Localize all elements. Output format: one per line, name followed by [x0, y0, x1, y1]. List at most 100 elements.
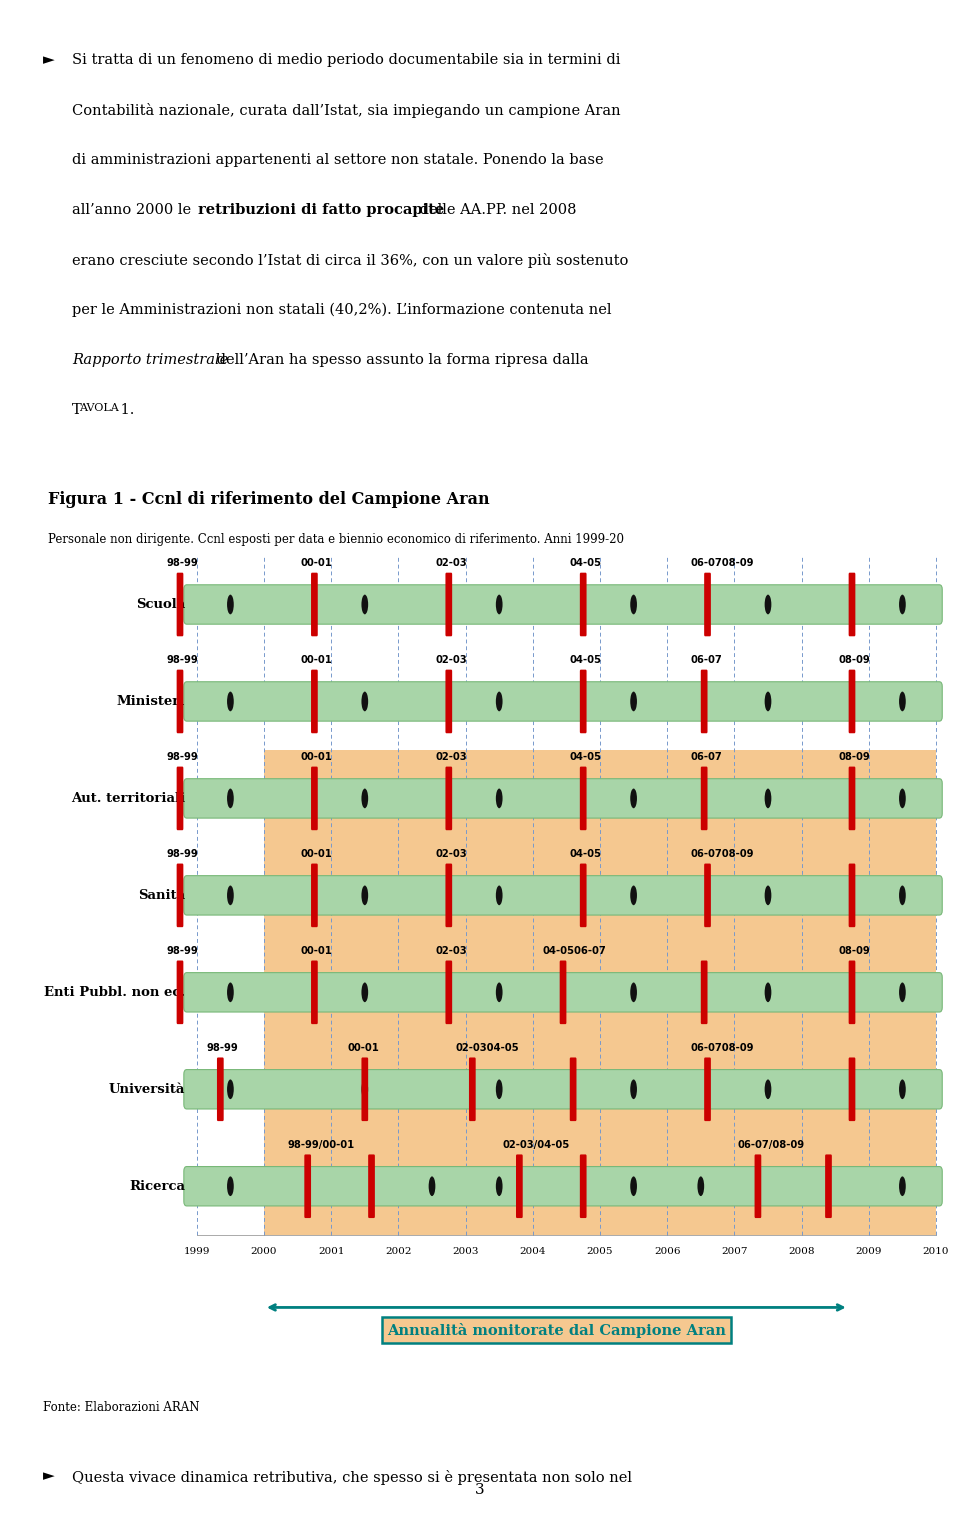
FancyBboxPatch shape [704, 1057, 710, 1121]
Text: 98-99: 98-99 [166, 848, 199, 859]
Ellipse shape [496, 1079, 503, 1100]
Ellipse shape [227, 789, 234, 809]
FancyBboxPatch shape [849, 1057, 855, 1121]
Text: 02-03: 02-03 [435, 751, 467, 762]
Text: 04-05: 04-05 [569, 848, 602, 859]
Text: delle AA.PP. nel 2008: delle AA.PP. nel 2008 [415, 203, 576, 217]
FancyBboxPatch shape [361, 1057, 369, 1121]
Ellipse shape [496, 595, 503, 615]
FancyBboxPatch shape [177, 670, 183, 733]
Ellipse shape [496, 789, 503, 809]
Text: 06-0708-09: 06-0708-09 [690, 558, 755, 568]
Text: 04-05: 04-05 [569, 558, 602, 568]
Text: Enti Pubbl. non ec.: Enti Pubbl. non ec. [44, 986, 185, 998]
Text: 98-99/00-01: 98-99/00-01 [287, 1139, 355, 1150]
FancyBboxPatch shape [183, 876, 942, 915]
Text: per le Amministrazioni non statali (40,2%). L’informazione contenuta nel: per le Amministrazioni non statali (40,2… [72, 303, 612, 317]
Bar [264, 750, 936, 1235]
Text: Fonte: Elaborazioni ARAN: Fonte: Elaborazioni ARAN [43, 1401, 200, 1415]
Ellipse shape [361, 886, 369, 906]
Text: 2005: 2005 [587, 1247, 613, 1256]
Text: 98-99: 98-99 [166, 945, 199, 956]
Text: T: T [72, 403, 82, 417]
FancyBboxPatch shape [445, 573, 452, 636]
Ellipse shape [496, 983, 503, 1003]
Ellipse shape [764, 789, 771, 809]
Ellipse shape [630, 595, 637, 615]
Ellipse shape [227, 983, 234, 1003]
Text: 2003: 2003 [452, 1247, 479, 1256]
Text: di amministrazioni appartenenti al settore non statale. Ponendo la base: di amministrazioni appartenenti al setto… [72, 153, 604, 167]
FancyBboxPatch shape [445, 670, 452, 733]
FancyBboxPatch shape [704, 864, 710, 927]
Ellipse shape [764, 886, 771, 906]
Text: Annualità monitorate dal Campione Aran: Annualità monitorate dal Campione Aran [387, 1323, 726, 1338]
Ellipse shape [900, 692, 906, 712]
Text: Si tratta di un fenomeno di medio periodo documentabile sia in termini di: Si tratta di un fenomeno di medio period… [72, 53, 620, 67]
Text: 02-03: 02-03 [435, 945, 467, 956]
FancyBboxPatch shape [849, 670, 855, 733]
Text: 06-07: 06-07 [690, 654, 723, 665]
FancyBboxPatch shape [304, 1154, 311, 1218]
Text: 2000: 2000 [251, 1247, 277, 1256]
Text: retribuzioni di fatto procapite: retribuzioni di fatto procapite [198, 203, 444, 217]
Text: 98-99: 98-99 [207, 1042, 239, 1053]
Ellipse shape [496, 886, 503, 906]
Text: Ricerca: Ricerca [130, 1180, 185, 1192]
Text: 2006: 2006 [654, 1247, 681, 1256]
Ellipse shape [764, 595, 771, 615]
Text: 02-03: 02-03 [435, 558, 467, 568]
Ellipse shape [764, 1079, 771, 1100]
Ellipse shape [697, 1177, 704, 1197]
Ellipse shape [630, 886, 637, 906]
FancyBboxPatch shape [177, 573, 183, 636]
Text: 1999: 1999 [183, 1247, 210, 1256]
Text: 02-03: 02-03 [435, 848, 467, 859]
Ellipse shape [361, 1079, 369, 1100]
Text: 2004: 2004 [519, 1247, 546, 1256]
Ellipse shape [361, 983, 369, 1003]
Ellipse shape [227, 886, 234, 906]
Text: dell’Aran ha spesso assunto la forma ripresa dalla: dell’Aran ha spesso assunto la forma rip… [212, 353, 588, 367]
FancyBboxPatch shape [183, 1070, 942, 1109]
Text: Scuola: Scuola [136, 598, 185, 611]
FancyBboxPatch shape [311, 864, 318, 927]
Ellipse shape [900, 1177, 906, 1197]
FancyBboxPatch shape [849, 767, 855, 830]
Text: 06-0708-09: 06-0708-09 [690, 1042, 755, 1053]
FancyBboxPatch shape [701, 767, 708, 830]
Ellipse shape [227, 692, 234, 712]
Text: Rapporto trimestrale: Rapporto trimestrale [72, 353, 228, 367]
FancyBboxPatch shape [311, 670, 318, 733]
FancyBboxPatch shape [445, 961, 452, 1024]
Ellipse shape [227, 1177, 234, 1197]
Text: 00-01: 00-01 [300, 558, 333, 568]
Text: 00-01: 00-01 [300, 945, 333, 956]
Text: 06-07/08-09: 06-07/08-09 [737, 1139, 804, 1150]
Ellipse shape [630, 692, 637, 712]
FancyBboxPatch shape [755, 1154, 761, 1218]
Ellipse shape [900, 983, 906, 1003]
Ellipse shape [630, 1079, 637, 1100]
Text: 02-0304-05: 02-0304-05 [455, 1042, 519, 1053]
Ellipse shape [227, 1079, 234, 1100]
Text: 98-99: 98-99 [166, 654, 199, 665]
FancyBboxPatch shape [580, 1154, 587, 1218]
FancyBboxPatch shape [580, 864, 587, 927]
FancyBboxPatch shape [445, 767, 452, 830]
Text: 06-07: 06-07 [690, 751, 723, 762]
FancyBboxPatch shape [849, 864, 855, 927]
Ellipse shape [900, 1079, 906, 1100]
FancyBboxPatch shape [580, 670, 587, 733]
Text: 2010: 2010 [923, 1247, 949, 1256]
Text: 00-01: 00-01 [300, 654, 333, 665]
Ellipse shape [900, 886, 906, 906]
FancyBboxPatch shape [177, 864, 183, 927]
Text: 2001: 2001 [318, 1247, 345, 1256]
FancyBboxPatch shape [177, 961, 183, 1024]
FancyBboxPatch shape [849, 573, 855, 636]
Text: Figura 1 - Ccnl di riferimento del Campione Aran: Figura 1 - Ccnl di riferimento del Campi… [48, 491, 490, 508]
Ellipse shape [361, 692, 369, 712]
Text: 2009: 2009 [855, 1247, 882, 1256]
Text: ►: ► [43, 53, 55, 67]
